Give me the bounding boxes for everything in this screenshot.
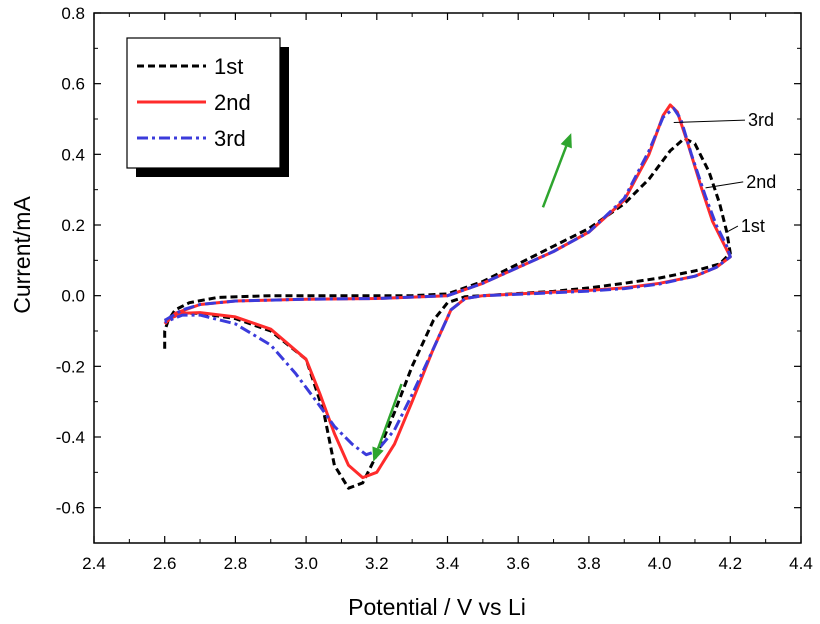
x-tick-label: 4.4 xyxy=(789,554,813,573)
x-tick-label: 3.4 xyxy=(436,554,460,573)
scan-arrow-head xyxy=(560,133,572,149)
x-axis-title: Potential / V vs Li xyxy=(348,594,526,620)
series-line-3rd xyxy=(163,106,732,457)
annotation-leader xyxy=(673,119,745,124)
annotation-label: 2nd xyxy=(746,172,776,192)
series-line-1st xyxy=(163,136,732,490)
x-tick-label: 2.6 xyxy=(153,554,177,573)
scan-arrow-head xyxy=(372,446,384,462)
axis-ticks xyxy=(93,12,802,543)
x-tick-label: 2.4 xyxy=(82,554,106,573)
y-tick-label: -0.6 xyxy=(56,499,85,518)
y-tick-labels: -0.6 -0.4 -0.2 0.0 0.2 0.4 0.6 0.8 xyxy=(56,4,85,518)
legend-label-1st: 1st xyxy=(214,54,243,79)
y-tick-label: 0.4 xyxy=(61,145,85,164)
y-tick-label: -0.4 xyxy=(56,428,85,447)
scan-arrow-shaft xyxy=(376,383,403,450)
legend-label-2nd: 2nd xyxy=(214,90,251,115)
x-tick-label: 4.2 xyxy=(718,554,742,573)
legend: 1st 2nd 3rd xyxy=(126,37,289,177)
annotation-label: 1st xyxy=(741,216,765,236)
x-tick-label: 3.6 xyxy=(506,554,530,573)
y-tick-label: -0.2 xyxy=(56,357,85,376)
annotation-leader xyxy=(726,225,739,233)
annotation-leader xyxy=(705,181,744,189)
legend-label-3rd: 3rd xyxy=(214,126,246,151)
x-tick-labels: 2.4 2.6 2.8 3.0 3.2 3.4 3.6 3.8 4.0 4.2 4.4 xyxy=(82,554,813,573)
y-tick-label: 0.8 xyxy=(61,4,85,23)
x-tick-label: 3.8 xyxy=(577,554,601,573)
annotation-label: 3rd xyxy=(748,110,774,130)
x-tick-label: 4.0 xyxy=(648,554,672,573)
y-tick-label: 0.0 xyxy=(61,287,85,306)
peak-annotations: 3rd 2nd 1st xyxy=(673,110,776,236)
series-lines xyxy=(163,103,732,490)
y-axis-title: Current/mA xyxy=(9,196,35,314)
y-tick-label: 0.2 xyxy=(61,216,85,235)
scan-direction-arrows xyxy=(372,133,572,462)
scan-arrow-shaft xyxy=(541,145,568,208)
x-tick-label: 3.0 xyxy=(294,554,318,573)
x-tick-label: 2.8 xyxy=(224,554,248,573)
y-tick-label: 0.6 xyxy=(61,75,85,94)
x-tick-label: 3.2 xyxy=(365,554,389,573)
